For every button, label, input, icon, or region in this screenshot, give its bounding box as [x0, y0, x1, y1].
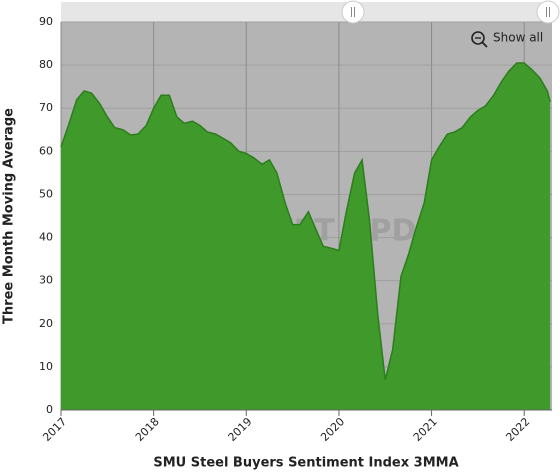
y-tick-label: 70 — [39, 101, 53, 114]
zoom-icon-handle — [481, 41, 488, 48]
x-tick-label: 2021 — [411, 415, 440, 444]
x-axis-title: SMU Steel Buyers Sentiment Index 3MMA — [153, 456, 458, 471]
y-tick-label: 10 — [39, 360, 53, 373]
area — [61, 62, 551, 410]
y-tick-label: 50 — [39, 187, 53, 200]
navigator-handle[interactable] — [341, 0, 365, 24]
navigator-track[interactable] — [61, 2, 552, 22]
x-tick-label: 2019 — [226, 415, 255, 444]
y-tick-label: 80 — [39, 58, 53, 71]
x-tick-label: 2018 — [133, 415, 162, 444]
show-all-button[interactable]: Show all — [471, 31, 543, 48]
y-axis-title: Three Month Moving Average — [2, 108, 17, 324]
y-tick-label: 90 — [39, 15, 53, 28]
x-tick-label: 2020 — [318, 415, 347, 444]
x-tick-label: 2017 — [40, 415, 69, 444]
zoom-icon — [471, 31, 485, 45]
show-all-label: Show all — [493, 31, 543, 45]
x-tick-label: 2022 — [503, 415, 532, 444]
y-tick-label: 20 — [39, 317, 53, 330]
y-tick-label: 40 — [39, 231, 53, 244]
y-tick-label: 60 — [39, 144, 53, 157]
line — [60, 62, 551, 381]
y-tick-label: 0 — [46, 403, 53, 416]
navigator-handle[interactable] — [536, 0, 560, 24]
y-tick-label: 30 — [39, 274, 53, 287]
